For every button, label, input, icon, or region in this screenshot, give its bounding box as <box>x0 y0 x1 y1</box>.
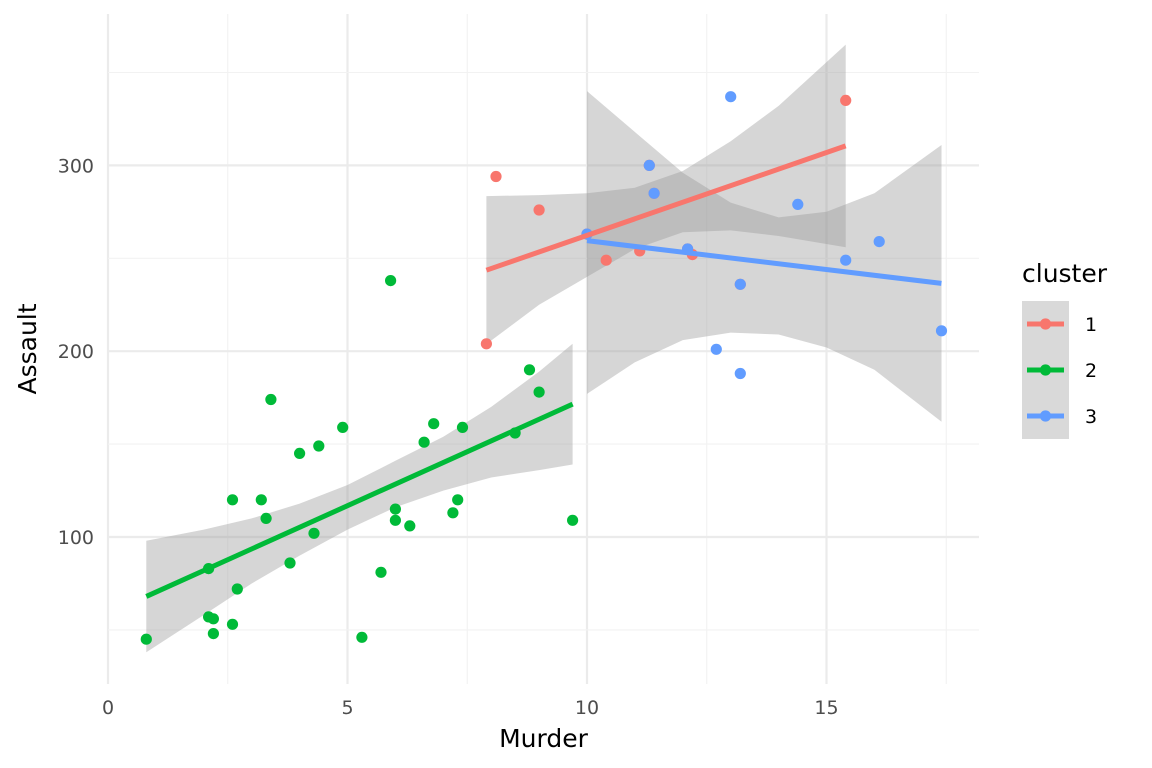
data-point-cluster-3 <box>643 159 655 171</box>
legend: cluster 1 2 3 <box>1022 259 1108 439</box>
data-point-cluster-2 <box>533 386 545 398</box>
data-point-cluster-2 <box>265 393 277 406</box>
data-point-cluster-2 <box>523 364 536 376</box>
data-point-cluster-3 <box>792 198 804 210</box>
legend-title: cluster <box>1022 259 1108 288</box>
data-point-cluster-3 <box>725 91 737 103</box>
data-point-cluster-3 <box>840 254 852 266</box>
data-point-cluster-2 <box>337 421 349 433</box>
y-tick-label: 100 <box>58 527 94 549</box>
data-point-cluster-1 <box>490 170 502 183</box>
data-point-cluster-2 <box>447 507 459 519</box>
data-point-cluster-2 <box>260 512 272 525</box>
legend-label: 3 <box>1085 406 1097 428</box>
fit-line-cluster-3 <box>586 238 942 286</box>
data-point-cluster-3 <box>935 325 948 337</box>
confidence-band-1 <box>486 44 846 345</box>
fit-lines <box>145 143 942 599</box>
data-point-cluster-2 <box>389 514 401 526</box>
data-point-cluster-2 <box>231 583 243 595</box>
data-point-cluster-2 <box>418 436 430 448</box>
data-point-cluster-2 <box>456 421 469 433</box>
data-point-cluster-1 <box>480 338 492 350</box>
data-point-cluster-2 <box>207 628 219 640</box>
fit-line-cluster-1 <box>485 143 847 273</box>
fit-line-cluster-2 <box>145 401 574 599</box>
data-point-cluster-2 <box>389 503 401 515</box>
data-point-cluster-2 <box>226 618 239 630</box>
legend-item-1: 1 <box>1022 301 1097 347</box>
x-tick-label: 10 <box>575 697 599 719</box>
y-axis-title: Assault <box>13 303 42 394</box>
data-point-cluster-3 <box>710 343 722 355</box>
data-point-cluster-2 <box>308 527 320 539</box>
data-point-cluster-3 <box>873 236 885 248</box>
data-point-cluster-2 <box>356 631 368 643</box>
legend-key-point <box>1039 364 1052 376</box>
data-point-cluster-2 <box>226 494 239 506</box>
legend-item-2: 2 <box>1022 347 1097 393</box>
data-point-cluster-2 <box>375 566 387 578</box>
data-point-cluster-3 <box>734 278 746 290</box>
data-point-cluster-2 <box>404 520 416 532</box>
x-tick-label: 5 <box>341 697 353 719</box>
data-point-cluster-2 <box>207 613 219 625</box>
data-point-cluster-3 <box>734 367 746 380</box>
data-point-cluster-2 <box>313 440 325 452</box>
confidence-band-3 <box>587 91 942 422</box>
x-tick-label: 15 <box>814 697 838 719</box>
data-point-cluster-1 <box>533 204 545 216</box>
legend-key-point <box>1039 410 1052 422</box>
y-tick-label: 200 <box>58 341 94 363</box>
y-tick-label: 300 <box>58 155 94 177</box>
x-tick-label: 0 <box>102 697 114 719</box>
data-point-cluster-3 <box>648 187 660 199</box>
data-point-cluster-1 <box>840 94 852 106</box>
data-point-cluster-2 <box>385 275 397 287</box>
data-point-cluster-2 <box>452 494 464 506</box>
axes: 0 5 10 15 100 200 300 <box>58 155 839 719</box>
confidence-bands <box>146 44 942 653</box>
data-point-cluster-2 <box>567 514 579 526</box>
data-point-cluster-2 <box>294 447 306 459</box>
data-point-cluster-2 <box>140 633 152 645</box>
data-point-cluster-1 <box>600 254 612 266</box>
data-point-cluster-2 <box>284 557 296 569</box>
x-axis-title: Murder <box>499 724 589 753</box>
data-point-cluster-2 <box>255 494 267 506</box>
legend-label: 1 <box>1085 314 1097 336</box>
legend-key-point <box>1039 318 1052 330</box>
legend-label: 2 <box>1085 360 1097 382</box>
legend-item-3: 3 <box>1022 393 1097 439</box>
grid <box>106 14 979 684</box>
data-point-cluster-2 <box>428 418 440 430</box>
